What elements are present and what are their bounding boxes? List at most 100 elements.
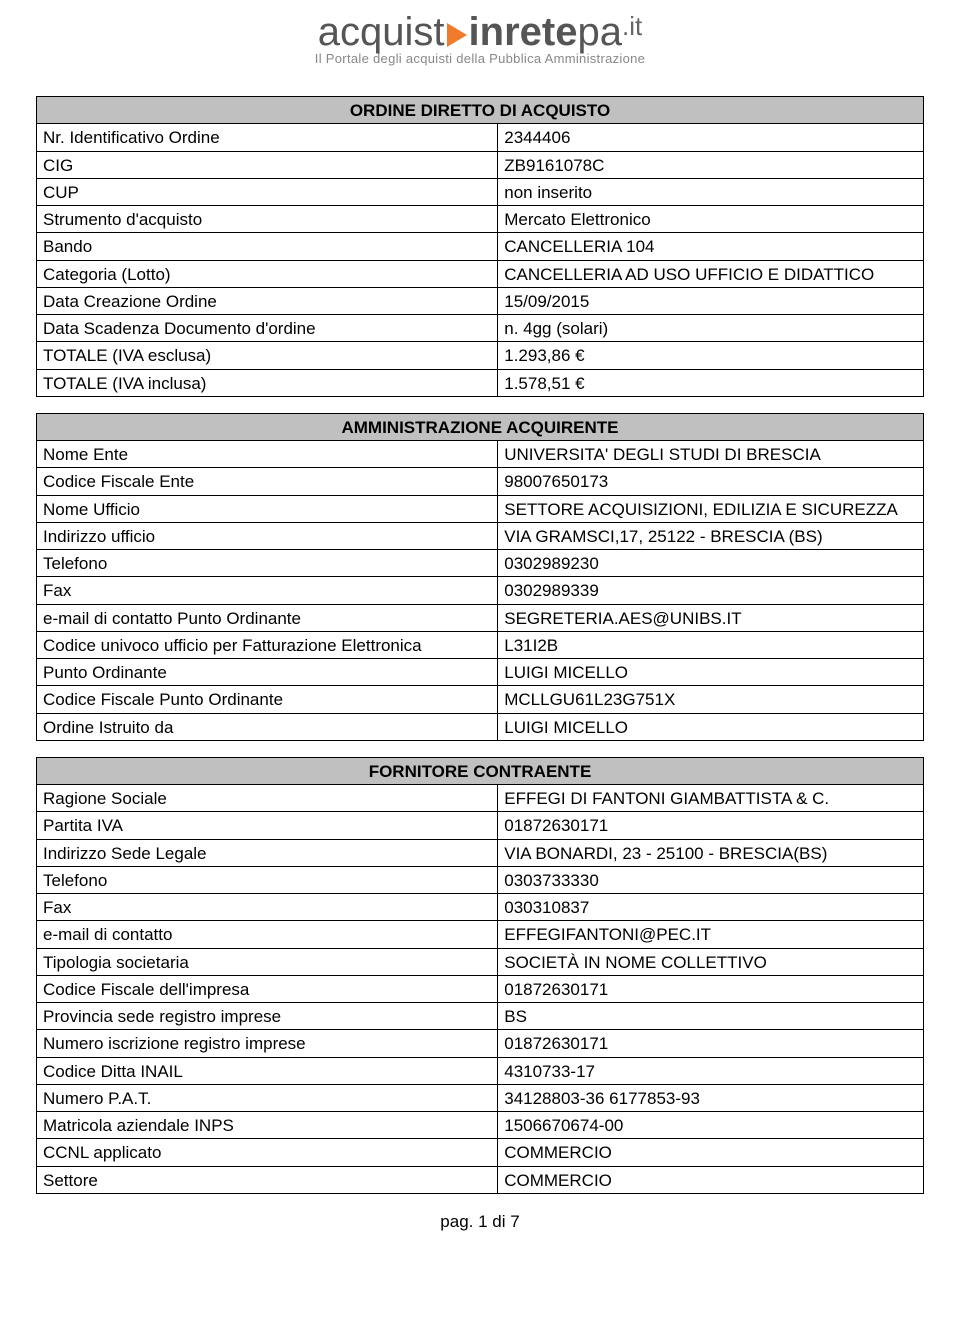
- fornitore-row-value: 030310837: [498, 894, 924, 921]
- fornitore-row-value: BS: [498, 1003, 924, 1030]
- ordine-row-label: TOTALE (IVA inclusa): [37, 369, 498, 396]
- table-row: Codice univoco ufficio per Fatturazione …: [37, 631, 924, 658]
- table-row: Codice Fiscale Punto OrdinanteMCLLGU61L2…: [37, 686, 924, 713]
- logo-tagline: Il Portale degli acquisti della Pubblica…: [36, 51, 924, 66]
- fornitore-table: FORNITORE CONTRAENTERagione SocialeEFFEG…: [36, 757, 924, 1194]
- acquirente-row-label: e-mail di contatto Punto Ordinante: [37, 604, 498, 631]
- ordine-title: ORDINE DIRETTO DI ACQUISTO: [37, 97, 924, 124]
- table-row: Tipologia societariaSOCIETÀ IN NOME COLL…: [37, 948, 924, 975]
- table-row: Matricola aziendale INPS1506670674-00: [37, 1112, 924, 1139]
- ordine-row-label: Data Creazione Ordine: [37, 287, 498, 314]
- acquirente-row-label: Codice Fiscale Ente: [37, 468, 498, 495]
- table-row: Punto OrdinanteLUIGI MICELLO: [37, 659, 924, 686]
- ordine-row-value: 15/09/2015: [498, 287, 924, 314]
- page-footer: pag. 1 di 7: [36, 1212, 924, 1232]
- ordine-table: ORDINE DIRETTO DI ACQUISTONr. Identifica…: [36, 96, 924, 397]
- table-row: Nome EnteUNIVERSITA' DEGLI STUDI DI BRES…: [37, 441, 924, 468]
- table-row: Data Creazione Ordine15/09/2015: [37, 287, 924, 314]
- acquirente-row-label: Indirizzo ufficio: [37, 522, 498, 549]
- fornitore-row-value: 01872630171: [498, 812, 924, 839]
- acquirente-row-value: LUIGI MICELLO: [498, 659, 924, 686]
- table-row: Indirizzo ufficioVIA GRAMSCI,17, 25122 -…: [37, 522, 924, 549]
- acquirente-row-label: Punto Ordinante: [37, 659, 498, 686]
- arrow-icon: [447, 23, 467, 47]
- page-container: acquistinretepa.it Il Portale degli acqu…: [0, 0, 960, 1252]
- acquirente-row-value: L31I2B: [498, 631, 924, 658]
- ordine-row-value: ZB9161078C: [498, 151, 924, 178]
- fornitore-row-label: Matricola aziendale INPS: [37, 1112, 498, 1139]
- table-row: CUPnon inserito: [37, 178, 924, 205]
- acquirente-row-label: Ordine Istruito da: [37, 713, 498, 740]
- table-row: BandoCANCELLERIA 104: [37, 233, 924, 260]
- acquirente-row-value: UNIVERSITA' DEGLI STUDI DI BRESCIA: [498, 441, 924, 468]
- fornitore-row-value: 0303733330: [498, 866, 924, 893]
- table-row: Provincia sede registro impreseBS: [37, 1003, 924, 1030]
- table-row: Data Scadenza Documento d'ordinen. 4gg (…: [37, 315, 924, 342]
- fornitore-row-value: VIA BONARDI, 23 - 25100 - BRESCIA(BS): [498, 839, 924, 866]
- acquirente-row-value: 98007650173: [498, 468, 924, 495]
- table-row: Indirizzo Sede LegaleVIA BONARDI, 23 - 2…: [37, 839, 924, 866]
- acquirente-row-value: 0302989230: [498, 550, 924, 577]
- logo-prefix: acquist: [318, 10, 445, 54]
- fornitore-row-value: COMMERCIO: [498, 1166, 924, 1193]
- ordine-row-value: CANCELLERIA 104: [498, 233, 924, 260]
- acquirente-row-value: VIA GRAMSCI,17, 25122 - BRESCIA (BS): [498, 522, 924, 549]
- fornitore-row-label: Fax: [37, 894, 498, 921]
- fornitore-row-label: Partita IVA: [37, 812, 498, 839]
- fornitore-header-row: FORNITORE CONTRAENTE: [37, 757, 924, 784]
- fornitore-title: FORNITORE CONTRAENTE: [37, 757, 924, 784]
- ordine-row-label: Data Scadenza Documento d'ordine: [37, 315, 498, 342]
- logo-tld: .it: [622, 11, 642, 41]
- ordine-row-label: CUP: [37, 178, 498, 205]
- ordine-row-label: Nr. Identificativo Ordine: [37, 124, 498, 151]
- ordine-row-value: Mercato Elettronico: [498, 206, 924, 233]
- header-logo: acquistinretepa.it Il Portale degli acqu…: [36, 10, 924, 66]
- table-row: Telefono0302989230: [37, 550, 924, 577]
- table-row: CCNL applicatoCOMMERCIO: [37, 1139, 924, 1166]
- fornitore-row-label: Numero P.A.T.: [37, 1084, 498, 1111]
- fornitore-row-label: e-mail di contatto: [37, 921, 498, 948]
- table-row: TOTALE (IVA inclusa)1.578,51 €: [37, 369, 924, 396]
- ordine-row-label: Strumento d'acquisto: [37, 206, 498, 233]
- ordine-row-value: n. 4gg (solari): [498, 315, 924, 342]
- acquirente-row-label: Codice univoco ufficio per Fatturazione …: [37, 631, 498, 658]
- acquirente-header-row: AMMINISTRAZIONE ACQUIRENTE: [37, 413, 924, 440]
- ordine-row-value: CANCELLERIA AD USO UFFICIO E DIDATTICO: [498, 260, 924, 287]
- fornitore-row-value: 4310733-17: [498, 1057, 924, 1084]
- ordine-row-label: Bando: [37, 233, 498, 260]
- table-row: Telefono0303733330: [37, 866, 924, 893]
- table-row: e-mail di contattoEFFEGIFANTONI@PEC.IT: [37, 921, 924, 948]
- table-row: Fax0302989339: [37, 577, 924, 604]
- ordine-row-value: 1.293,86 €: [498, 342, 924, 369]
- acquirente-row-value: SEGRETERIA.AES@UNIBS.IT: [498, 604, 924, 631]
- fornitore-row-value: SOCIETÀ IN NOME COLLETTIVO: [498, 948, 924, 975]
- fornitore-row-label: Settore: [37, 1166, 498, 1193]
- fornitore-row-label: Ragione Sociale: [37, 785, 498, 812]
- ordine-row-label: Categoria (Lotto): [37, 260, 498, 287]
- table-row: Numero P.A.T.34128803-36 6177853-93: [37, 1084, 924, 1111]
- ordine-row-value: 2344406: [498, 124, 924, 151]
- acquirente-row-label: Fax: [37, 577, 498, 604]
- fornitore-row-value: 01872630171: [498, 975, 924, 1002]
- table-row: e-mail di contatto Punto OrdinanteSEGRET…: [37, 604, 924, 631]
- acquirente-row-value: MCLLGU61L23G751X: [498, 686, 924, 713]
- fornitore-row-label: Provincia sede registro imprese: [37, 1003, 498, 1030]
- table-row: Nome UfficioSETTORE ACQUISIZIONI, EDILIZ…: [37, 495, 924, 522]
- table-row: SettoreCOMMERCIO: [37, 1166, 924, 1193]
- ordine-header-row: ORDINE DIRETTO DI ACQUISTO: [37, 97, 924, 124]
- fornitore-row-label: Codice Ditta INAIL: [37, 1057, 498, 1084]
- ordine-row-label: TOTALE (IVA esclusa): [37, 342, 498, 369]
- table-row: Categoria (Lotto)CANCELLERIA AD USO UFFI…: [37, 260, 924, 287]
- ordine-row-value: non inserito: [498, 178, 924, 205]
- fornitore-row-value: 34128803-36 6177853-93: [498, 1084, 924, 1111]
- fornitore-row-label: Tipologia societaria: [37, 948, 498, 975]
- fornitore-row-label: Codice Fiscale dell'impresa: [37, 975, 498, 1002]
- acquirente-row-label: Codice Fiscale Punto Ordinante: [37, 686, 498, 713]
- table-row: Codice Fiscale Ente98007650173: [37, 468, 924, 495]
- logo-text: acquistinretepa.it: [36, 10, 924, 55]
- acquirente-row-label: Nome Ente: [37, 441, 498, 468]
- acquirente-table: AMMINISTRAZIONE ACQUIRENTENome EnteUNIVE…: [36, 413, 924, 741]
- fornitore-row-label: Telefono: [37, 866, 498, 893]
- acquirente-row-value: 0302989339: [498, 577, 924, 604]
- table-row: Codice Fiscale dell'impresa01872630171: [37, 975, 924, 1002]
